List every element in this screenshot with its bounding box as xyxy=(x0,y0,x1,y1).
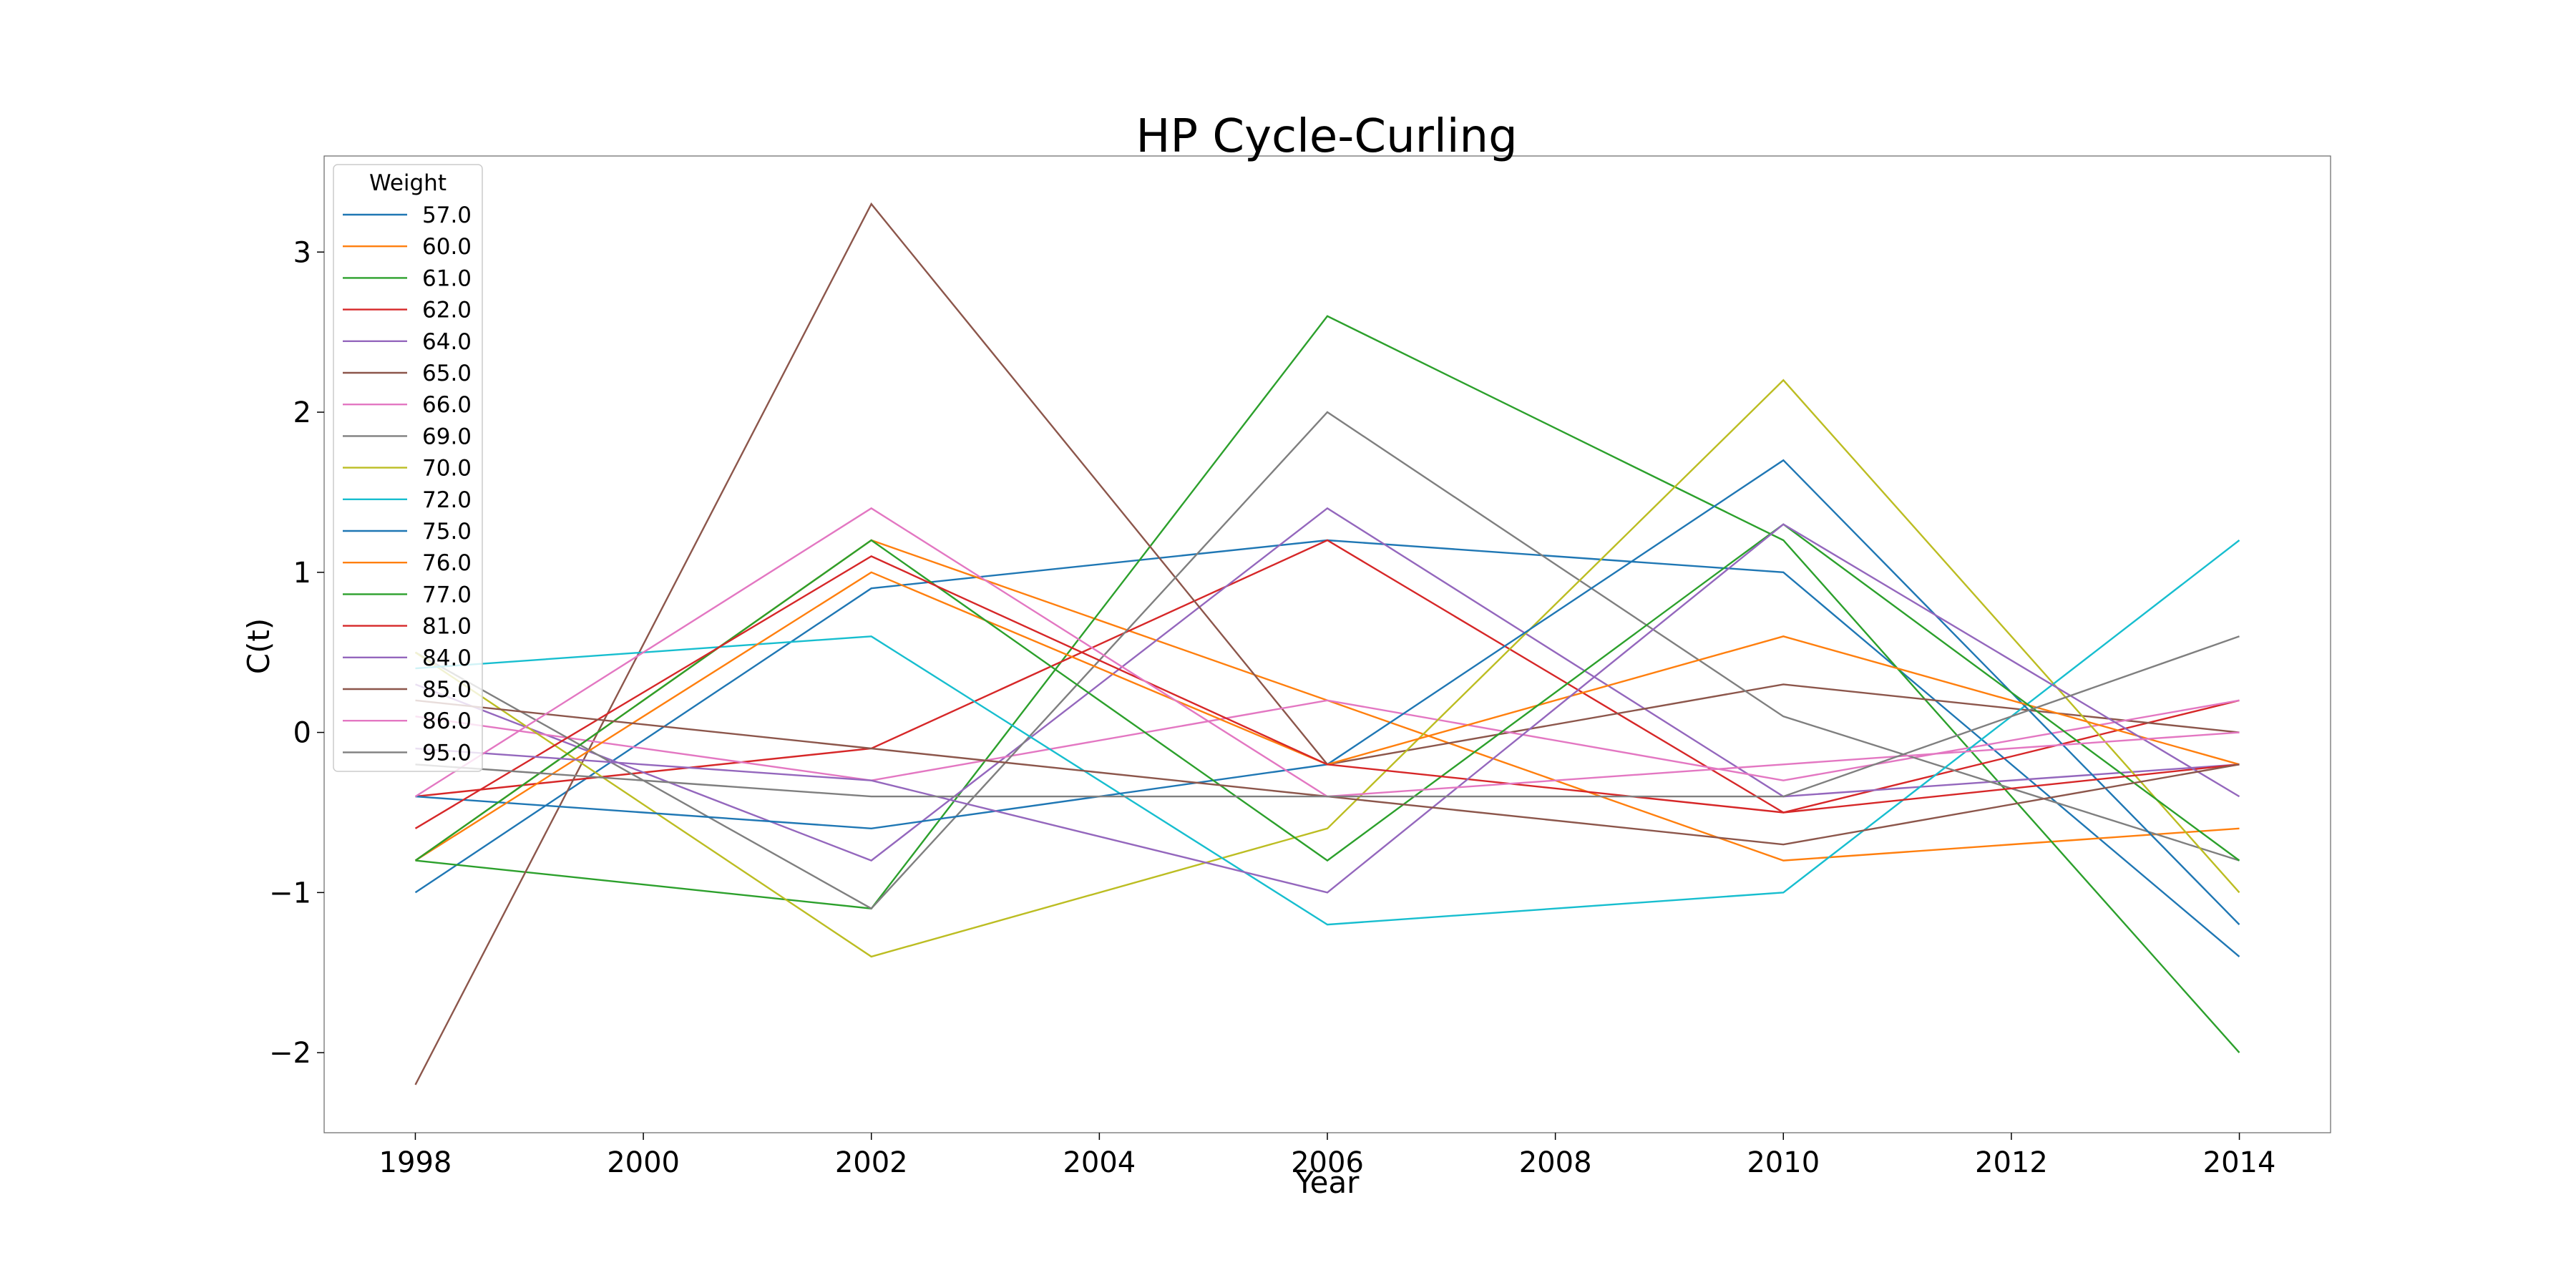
legend-label: 84.0 xyxy=(422,645,472,671)
x-tick-label: 2008 xyxy=(1519,1146,1592,1179)
legend: Weight 57.0 60.0 61.0 62.0 64.0 65.0 66.0 69.0 7… xyxy=(333,164,483,772)
x-tick-label: 2014 xyxy=(2203,1146,2276,1179)
y-tick-label: 2 xyxy=(293,396,311,429)
series-line-84-0 xyxy=(415,523,2240,894)
legend-label: 85.0 xyxy=(422,677,472,703)
x-axis: 1998 2000 2002 2004 2006 2008 2010 2012 2014 xyxy=(379,1133,2276,1179)
legend-entries: 57.0 60.0 61.0 62.0 64.0 65.0 66.0 69.0 70.0 72.0… xyxy=(343,203,472,766)
legend-label: 69.0 xyxy=(422,424,472,449)
series-line-64-0 xyxy=(415,507,2240,862)
y-tick-label: 1 xyxy=(293,557,311,590)
legend-title: Weight xyxy=(369,170,447,196)
series-layer xyxy=(414,202,2240,1085)
x-tick-label: 2002 xyxy=(835,1146,908,1179)
legend-label: 95.0 xyxy=(422,740,472,766)
series-line-75-0 xyxy=(415,459,2240,925)
x-tick-label: 2006 xyxy=(1291,1146,1364,1179)
series-line-95-0 xyxy=(415,635,2240,798)
legend-label: 61.0 xyxy=(422,265,472,291)
series-line-86-0 xyxy=(414,507,2240,798)
legend-label: 86.0 xyxy=(422,708,472,734)
plot-frame xyxy=(323,155,2331,1133)
series-line-77-0 xyxy=(414,523,2240,862)
legend-label: 60.0 xyxy=(422,234,472,260)
series-line-81-0 xyxy=(414,555,2240,829)
legend-box xyxy=(333,164,483,772)
x-tick-label: 2000 xyxy=(607,1146,680,1179)
y-tick-label: 3 xyxy=(293,236,311,269)
x-tick-label: 2012 xyxy=(1975,1146,2048,1179)
y-tick-label: −1 xyxy=(269,877,311,909)
y-tick-label: 0 xyxy=(293,717,311,750)
legend-label: 70.0 xyxy=(422,456,472,482)
legend-label: 65.0 xyxy=(422,361,472,386)
series-line-61-0 xyxy=(415,315,2240,1053)
legend-label: 62.0 xyxy=(422,298,472,323)
series-line-85-0 xyxy=(415,699,2240,846)
x-tick-label: 2004 xyxy=(1063,1146,1136,1179)
y-tick-label: −2 xyxy=(269,1037,311,1070)
series-line-65-0 xyxy=(414,202,2240,1085)
y-axis: −2 −1 0 1 2 3 xyxy=(269,236,324,1070)
legend-label: 64.0 xyxy=(422,329,472,355)
legend-label: 77.0 xyxy=(422,582,472,608)
x-axis-label: Year xyxy=(1295,1165,1360,1200)
series-line-76-0 xyxy=(414,571,2240,862)
series-line-69-0 xyxy=(414,411,2240,910)
legend-label: 81.0 xyxy=(422,614,472,640)
legend-label: 72.0 xyxy=(422,487,472,513)
series-line-62-0 xyxy=(415,539,2240,814)
x-tick-label: 2010 xyxy=(1747,1146,1820,1179)
legend-label: 66.0 xyxy=(422,392,472,418)
y-axis-label: C(t) xyxy=(241,618,276,675)
legend-label: 57.0 xyxy=(422,203,472,228)
legend-label: 76.0 xyxy=(422,550,472,576)
legend-label: 75.0 xyxy=(422,519,472,545)
x-tick-label: 1998 xyxy=(379,1146,452,1179)
series-line-70-0 xyxy=(414,379,2240,958)
chart-title: HP Cycle-Curling xyxy=(1136,110,1517,163)
